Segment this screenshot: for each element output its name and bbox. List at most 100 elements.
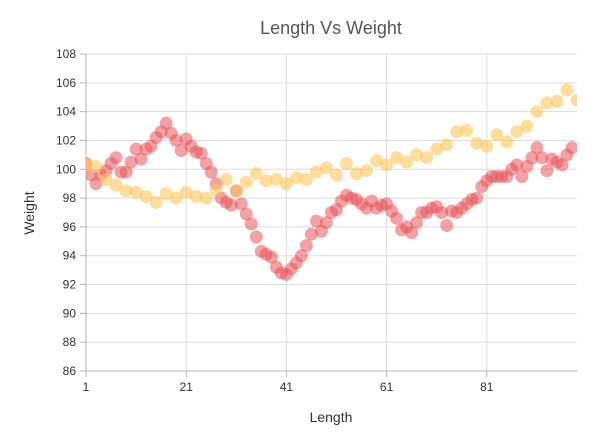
data-point[interactable] (540, 164, 554, 178)
data-point[interactable] (269, 172, 283, 186)
data-point[interactable] (470, 191, 484, 205)
data-point[interactable] (169, 133, 183, 147)
data-point[interactable] (259, 174, 273, 188)
data-point[interactable] (179, 185, 193, 199)
data-point[interactable] (555, 158, 569, 172)
data-point[interactable] (129, 185, 143, 199)
data-point[interactable] (330, 168, 344, 182)
data-point[interactable] (390, 151, 404, 165)
data-point[interactable] (159, 116, 173, 130)
data-point[interactable] (319, 161, 333, 175)
data-point[interactable] (309, 165, 323, 179)
data-point[interactable] (390, 211, 404, 225)
data-point[interactable] (129, 142, 143, 156)
data-point[interactable] (535, 151, 549, 165)
data-point[interactable] (510, 125, 524, 139)
data-point[interactable] (99, 172, 113, 186)
data-point[interactable] (204, 165, 218, 179)
chart-title: Length Vs Weight (260, 18, 402, 38)
data-point[interactable] (119, 184, 133, 198)
data-point[interactable] (460, 123, 474, 137)
data-point[interactable] (294, 249, 308, 263)
data-point[interactable] (550, 95, 564, 109)
data-point[interactable] (470, 136, 484, 150)
data-point[interactable] (299, 239, 313, 253)
data-point[interactable] (149, 195, 163, 209)
data-point[interactable] (119, 165, 133, 179)
x-tick-label: 61 (380, 380, 394, 394)
data-point[interactable] (239, 207, 253, 221)
y-axis-title: Weight (21, 191, 37, 234)
y-tick-label: 102 (56, 133, 76, 147)
x-tick-label: 1 (83, 380, 90, 394)
data-point[interactable] (530, 105, 544, 119)
data-point[interactable] (109, 178, 123, 192)
series-1 (86, 116, 578, 281)
data-point[interactable] (319, 216, 333, 230)
data-point[interactable] (194, 146, 208, 160)
data-point[interactable] (124, 155, 138, 169)
data-point[interactable] (440, 138, 454, 152)
y-tick-label: 104 (56, 105, 76, 119)
y-tick-label: 88 (63, 335, 77, 349)
data-point[interactable] (234, 197, 248, 211)
data-point[interactable] (440, 218, 454, 232)
data-point[interactable] (420, 151, 434, 165)
data-point[interactable] (279, 177, 293, 191)
data-point[interactable] (510, 158, 524, 172)
data-point[interactable] (289, 171, 303, 185)
data-point[interactable] (520, 119, 534, 133)
data-point[interactable] (189, 190, 203, 204)
data-point[interactable] (400, 155, 414, 169)
data-point[interactable] (350, 167, 364, 181)
y-tick-label: 86 (63, 364, 77, 378)
data-point[interactable] (410, 216, 424, 230)
data-point[interactable] (139, 190, 153, 204)
series-2 (86, 83, 584, 209)
data-point[interactable] (480, 139, 494, 153)
data-point[interactable] (540, 96, 554, 110)
data-point[interactable] (304, 227, 318, 241)
data-point[interactable] (249, 167, 263, 181)
data-point[interactable] (209, 182, 223, 196)
data-point[interactable] (249, 230, 263, 244)
data-point[interactable] (224, 198, 238, 212)
data-point[interactable] (169, 191, 183, 205)
data-point[interactable] (309, 214, 323, 228)
data-point[interactable] (174, 144, 188, 158)
data-point[interactable] (515, 169, 529, 183)
data-point[interactable] (239, 175, 253, 189)
data-point[interactable] (410, 148, 424, 162)
data-point[interactable] (244, 217, 258, 231)
data-point[interactable] (264, 250, 278, 264)
data-point[interactable] (159, 187, 173, 201)
data-point[interactable] (530, 141, 544, 155)
data-point[interactable] (560, 83, 574, 97)
data-point[interactable] (525, 151, 539, 165)
data-point[interactable] (89, 159, 103, 173)
data-point[interactable] (500, 135, 514, 149)
y-tick-label: 90 (63, 306, 77, 320)
data-point[interactable] (405, 226, 419, 240)
data-point[interactable] (430, 142, 444, 156)
data-point[interactable] (490, 128, 504, 142)
data-point[interactable] (229, 184, 243, 198)
y-tick-label: 98 (63, 191, 77, 205)
data-point[interactable] (565, 141, 578, 155)
data-point[interactable] (380, 158, 394, 172)
y-tick-label: 96 (63, 220, 77, 234)
data-point[interactable] (360, 164, 374, 178)
data-point[interactable] (219, 172, 233, 186)
data-point[interactable] (299, 172, 313, 186)
data-point[interactable] (370, 154, 384, 168)
data-point[interactable] (570, 93, 584, 107)
x-axis-title: Length (310, 409, 353, 425)
data-point[interactable] (435, 206, 449, 219)
data-point[interactable] (199, 191, 213, 205)
data-point[interactable] (134, 152, 148, 166)
axes: 86 88 90 92 94 96 98 100 102 104 106 108 1 21 41 61 81 (56, 47, 577, 394)
data-point[interactable] (340, 157, 354, 171)
data-point[interactable] (109, 151, 123, 165)
data-point[interactable] (450, 125, 464, 139)
